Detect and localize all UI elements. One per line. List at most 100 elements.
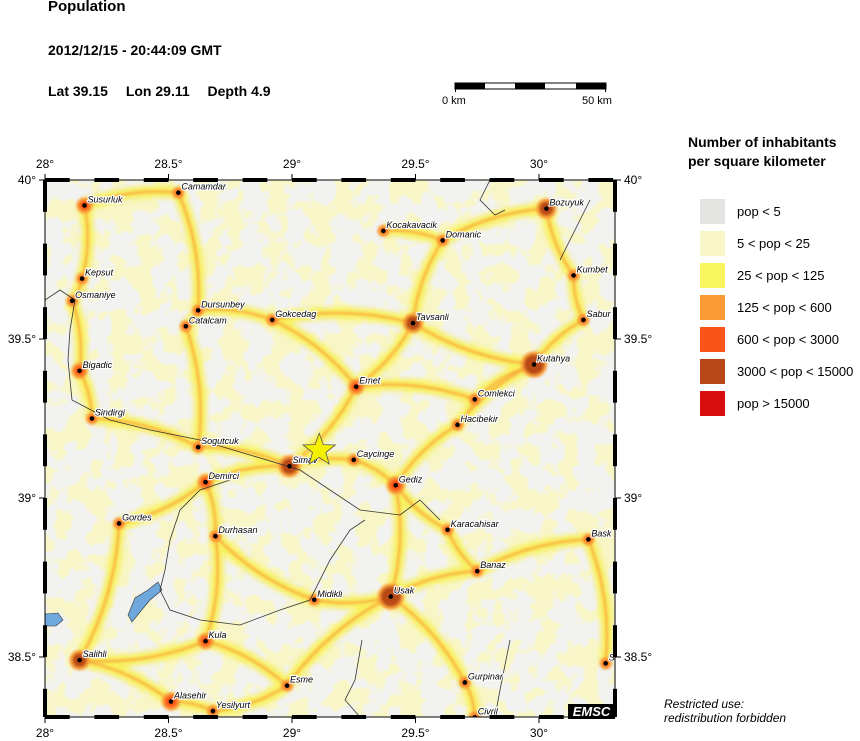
city-marker: Bozuyuk: [544, 197, 586, 211]
lake: [127, 581, 163, 623]
road-density: [177, 192, 201, 311]
city-dot: [381, 228, 386, 234]
city-label: Bozuyuk: [549, 198, 584, 208]
legend-label: 125 < pop < 600: [737, 299, 832, 315]
city-label: Yesilyurt: [216, 700, 251, 710]
epicenter-star-icon: [301, 432, 337, 466]
legend-label: 5 < pop < 25: [737, 235, 811, 251]
city-marker: Osmaniye: [69, 289, 117, 304]
road-density: [442, 207, 547, 242]
legend-label: 25 < pop < 125: [737, 267, 825, 283]
city-label: Sogutcuk: [201, 436, 239, 446]
lat-tick-label-right: 39.5°: [624, 332, 652, 346]
city-label: Midikli: [317, 589, 343, 599]
road-density: [412, 322, 535, 366]
city-marker: Hacibekir: [455, 413, 500, 428]
legend-label: pop > 15000: [737, 395, 810, 411]
city-marker: Midikli: [311, 588, 344, 603]
legend-title-line2: per square kilometer: [688, 153, 826, 169]
city-dot: [89, 416, 95, 421]
legend-label: 3000 < pop < 15000: [737, 363, 854, 379]
city-label: Karacahisar: [451, 519, 500, 529]
city-marker: Kutahya: [531, 352, 571, 367]
city-marker: Camamdar: [176, 181, 228, 196]
city-label: Osmaniye: [75, 290, 116, 300]
boundaries: [45, 180, 591, 717]
city-label: Esme: [290, 675, 313, 685]
city-label: S: [609, 652, 615, 662]
lat-tick-label-right: 38.5°: [624, 650, 652, 664]
road-density: [212, 684, 288, 713]
city-dot: [168, 699, 174, 704]
city-label: Bask: [591, 528, 612, 538]
city-label: Civril: [478, 706, 499, 716]
city-dot: [474, 568, 480, 574]
city-label: Kumbet: [577, 264, 609, 274]
city-marker: Bigadic: [77, 359, 114, 374]
city-marker: Gediz: [393, 473, 424, 488]
city-dot: [69, 298, 75, 304]
lat-tick-label: 39°: [18, 491, 36, 505]
city-label: Bigadic: [83, 360, 113, 370]
city-marker: Bask: [586, 527, 613, 542]
map-title: Population: [48, 0, 126, 15]
road-density: [587, 538, 609, 664]
usage-notice: Restricted use: redistribution forbidden: [664, 697, 786, 725]
legend-swatch: [700, 326, 725, 352]
city-label: Comlekci: [478, 388, 516, 398]
city-marker: Banaz: [474, 559, 507, 574]
city-dot: [287, 463, 292, 469]
city-dot: [176, 190, 181, 196]
city-marker: Salihli: [77, 648, 109, 663]
lon-tick-label-bottom: 30°: [530, 726, 548, 740]
city-dot: [79, 276, 85, 281]
city-dot: [388, 594, 394, 599]
legend-swatch: [700, 262, 725, 288]
city-label: Catalcam: [189, 315, 228, 325]
lat-tick-label: 40°: [18, 173, 36, 187]
city-marker: Yesilyurt: [210, 699, 252, 714]
road-density: [91, 417, 199, 449]
city-dot: [210, 708, 216, 714]
city-dot: [269, 317, 275, 323]
city-label: Salihli: [83, 649, 108, 659]
city-label: Sabur: [586, 309, 611, 319]
city-marker: Alasehir: [168, 689, 209, 704]
city-label: Kula: [209, 630, 227, 640]
city-dot: [284, 683, 290, 688]
city-dot: [353, 384, 359, 390]
lon-tick-label: 28.5°: [154, 157, 182, 171]
usage-notice-line2: redistribution forbidden: [664, 711, 787, 725]
legend-swatch: [700, 358, 725, 384]
lon-tick-label-bottom: 28.5°: [154, 726, 182, 740]
event-location: Lat 39.15 Lon 29.11 Depth 4.9: [48, 83, 285, 99]
urban-area: [468, 711, 481, 717]
road-density: [84, 190, 179, 207]
lon-tick-label-bottom: 28°: [36, 726, 54, 740]
city-label: Gediz: [399, 474, 423, 484]
city-dot: [472, 397, 478, 402]
city-marker: Tavsanli: [410, 311, 451, 326]
lat-tick-label: 39.5°: [8, 332, 36, 346]
city-marker: S: [603, 651, 615, 666]
city-dot: [603, 661, 608, 666]
road-density: [476, 538, 589, 573]
city-label: Demirci: [209, 471, 240, 481]
city-marker: Kepsut: [79, 266, 115, 281]
city-dot: [77, 657, 82, 663]
city-label: Gordes: [122, 512, 152, 522]
road-density: [79, 639, 207, 663]
city-label: Gurpinar: [468, 671, 504, 681]
city-label: Camamdar: [181, 182, 227, 192]
latitude: Lat 39.15: [48, 83, 108, 99]
city-dot: [203, 479, 208, 485]
city-marker: Kocakavacik: [381, 219, 439, 234]
city-label: Dursunbey: [201, 299, 245, 309]
usage-notice-line1: Restricted use:: [664, 697, 745, 711]
road-density: [78, 523, 121, 661]
city-marker: Domanic: [440, 228, 483, 243]
city-dot: [203, 638, 208, 644]
legend-item: 25 < pop < 125: [700, 262, 824, 288]
scale-end-label: 50 km: [582, 95, 612, 107]
city-label: Banaz: [480, 560, 506, 570]
